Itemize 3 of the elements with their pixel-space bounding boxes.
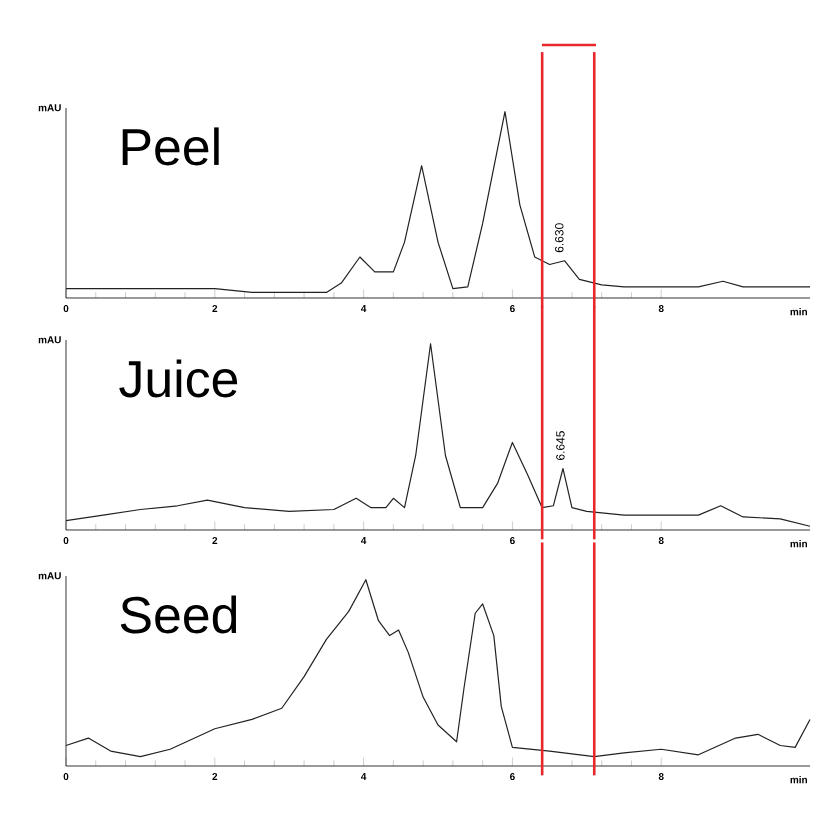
chart-title: Juice	[119, 359, 238, 398]
chart-title: Seed	[120, 595, 237, 634]
chart-title: Peel	[122, 127, 219, 166]
